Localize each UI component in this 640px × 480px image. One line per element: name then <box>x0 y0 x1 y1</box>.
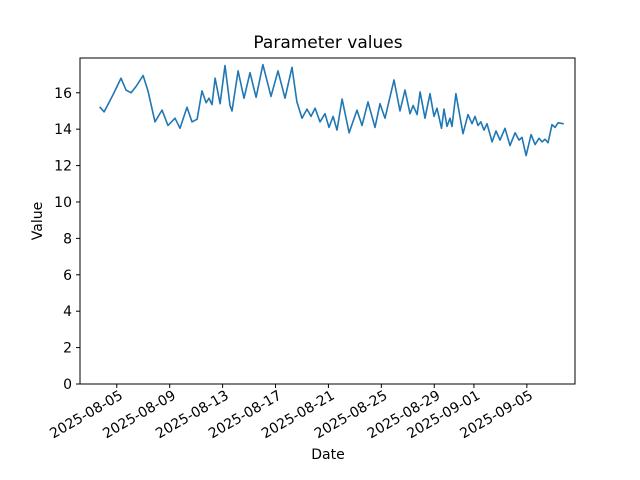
y-tick-label: 2 <box>63 341 72 357</box>
y-tick-label: 0 <box>63 377 72 393</box>
y-tick-label: 8 <box>63 231 72 247</box>
x-axis-label: Date <box>311 447 345 463</box>
y-tick-label: 4 <box>63 304 72 320</box>
y-tick-label: 12 <box>54 159 72 175</box>
y-tick-label: 6 <box>63 268 72 284</box>
y-axis-label: Value <box>30 201 46 241</box>
chart-title: Parameter values <box>253 33 403 53</box>
y-tick-label: 14 <box>54 122 72 138</box>
y-tick-label: 10 <box>54 195 72 211</box>
plot-frame <box>79 57 576 385</box>
data-line <box>99 63 564 157</box>
y-tick-label: 16 <box>54 86 72 102</box>
